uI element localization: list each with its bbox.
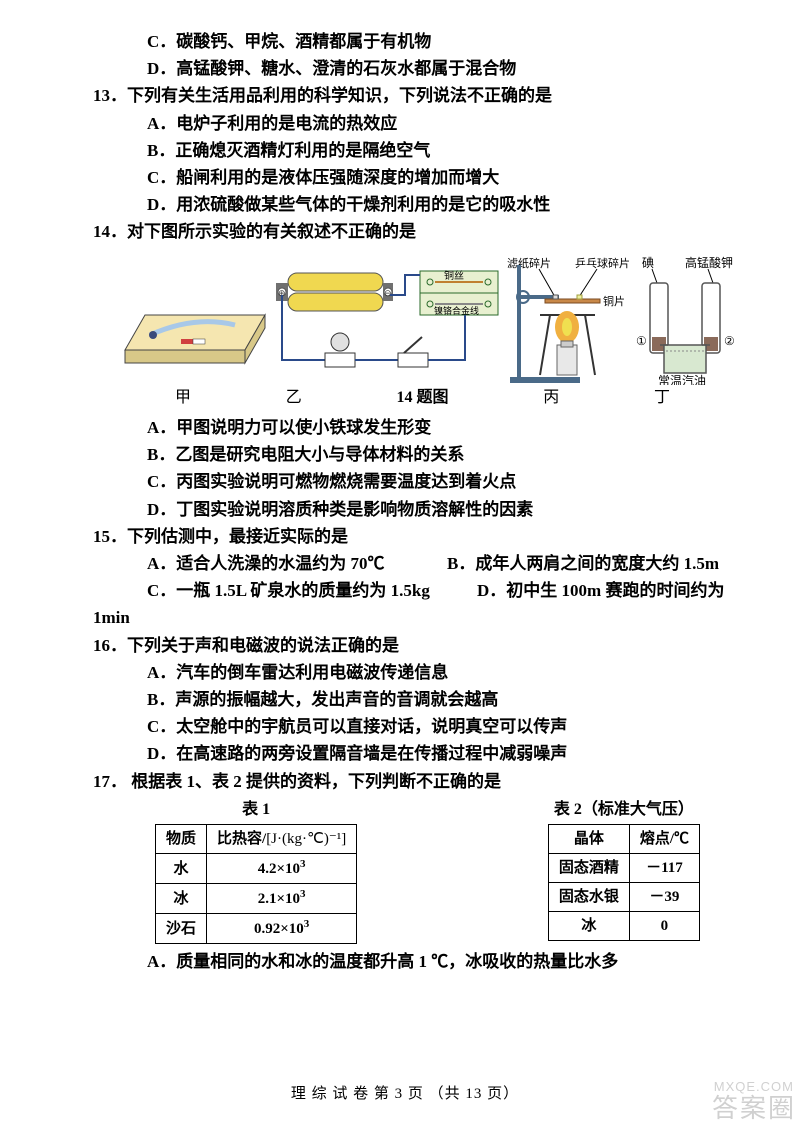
t2-r2-val: －39 — [629, 883, 699, 912]
label-copper-plate: 铜片 — [603, 294, 625, 308]
table2-title: 表 2（标准大气压） — [548, 797, 700, 823]
fig-yi: ⊕ ⊖ 铜丝 镍铬合金线 — [270, 265, 505, 385]
q14-captions: 甲 乙 14 题图 丙 丁 — [85, 385, 730, 415]
q13: 13．下列有关生活用品利用的科学知识，下列说法不正确的是 — [85, 82, 730, 109]
q14-opt-c: C．丙图实验说明可燃物燃烧需要温度达到着火点 — [147, 468, 730, 495]
q16-opt-c: C．太空舱中的宇航员可以直接对话，说明真空可以传声 — [147, 713, 730, 740]
q17-options: A．质量相同的水和冰的温度都升高 1 ℃，冰吸收的热量比水多 — [85, 948, 730, 975]
q15-row2: C．一瓶 1.5L 矿泉水的质量约为 1.5kg D．初中生 100m 赛跑的时… — [85, 577, 730, 604]
t2-r1-val: －117 — [629, 854, 699, 883]
t1-r1-val: 4.2×103 — [207, 854, 357, 884]
t1-col2: 比热容/[J·(kg·℃)⁻¹] — [207, 825, 357, 854]
t1-r2-val: 2.1×103 — [207, 884, 357, 914]
q13-opt-d: D．用浓硫酸做某些气体的干燥剂利用的是它的吸水性 — [147, 191, 730, 218]
t2-r3-name: 冰 — [548, 912, 629, 941]
q15-opt-a: A．适合人洗澡的水温约为 70℃ — [147, 550, 447, 577]
q14-opt-d: D．丁图实验说明溶质种类是影响物质溶解性的因素 — [147, 496, 730, 523]
q16-stem: 16．下列关于声和电磁波的说法正确的是 — [93, 632, 730, 659]
table-row: 固态酒精 －117 — [548, 854, 699, 883]
cap-bing: 丙 — [543, 385, 559, 411]
t1-r1-name: 水 — [156, 854, 207, 884]
q15-opt-c: C．一瓶 1.5L 矿泉水的质量约为 1.5kg — [147, 577, 477, 604]
q17-tables: 表 1 物质 比热容/[J·(kg·℃)⁻¹] 水 4.2×103 冰 2.1×… — [85, 797, 730, 945]
q16-opt-a: A．汽车的倒车雷达利用电磁波传递信息 — [147, 659, 730, 686]
q13-opt-b: B．正确熄灭酒精灯利用的是隔绝空气 — [147, 137, 730, 164]
q16: 16．下列关于声和电磁波的说法正确的是 — [85, 632, 730, 659]
table-row: 固态水银 －39 — [548, 883, 699, 912]
t2-r3-val: 0 — [629, 912, 699, 941]
q13-opt-a: A．电炉子利用的是电流的热效应 — [147, 110, 730, 137]
t1-col1: 物质 — [156, 825, 207, 854]
q15-tail: 1min — [85, 604, 730, 631]
q14-options: A．甲图说明力可以使小铁球发生形变 B．乙图是研究电阻大小与导体材料的关系 C．… — [85, 414, 730, 523]
q16-opt-b: B．声源的振幅越大，发出声音的音调就会越高 — [147, 686, 730, 713]
label-nickel-wire: 镍铬合金线 — [434, 305, 479, 316]
t2-r2-name: 固态水银 — [548, 883, 629, 912]
t1-r3-val: 0.92×103 — [207, 914, 357, 944]
table-row: 沙石 0.92×103 — [156, 914, 357, 944]
q13-opt-c: C．船闸利用的是液体压强随深度的增加而增大 — [147, 164, 730, 191]
q15: 15．下列估测中，最接近实际的是 — [85, 523, 730, 550]
q14-opt-b: B．乙图是研究电阻大小与导体材料的关系 — [147, 441, 730, 468]
q13-options: A．电炉子利用的是电流的热效应 B．正确熄灭酒精灯利用的是隔绝空气 C．船闸利用… — [85, 110, 730, 219]
q15-opt-d: D．初中生 100m 赛跑的时间约为 — [477, 577, 730, 604]
q15-stem: 15．下列估测中，最接近实际的是 — [93, 523, 730, 550]
q15-opt-b: B．成年人两肩之间的宽度大约 1.5m — [447, 550, 730, 577]
label-petrol: 常温汽油 — [658, 373, 706, 385]
t2-col1: 晶体 — [548, 825, 629, 854]
label-iodine: 碘 — [642, 256, 654, 270]
q14-stem: 14．对下图所示实验的有关叙述不正确的是 — [93, 218, 730, 245]
label-filter-paper: 滤纸碎片 — [507, 256, 551, 270]
circle-2: ② — [724, 334, 735, 348]
table1-title: 表 1 — [155, 797, 357, 823]
table-row: 冰 2.1×103 — [156, 884, 357, 914]
q17-stem: 17． 根据表 1、表 2 提供的资料，下列判断不正确的是 — [93, 768, 730, 795]
cap-jia: 甲 — [175, 385, 191, 411]
label-copper-wire: 铜丝 — [444, 270, 464, 282]
exam-page: C．碳酸钙、甲烷、酒精都属于有机物 D．高锰酸钾、糖水、澄清的石灰水都属于混合物… — [0, 0, 810, 1144]
page-footer: 理 综 试 卷 第 3 页 （共 13 页） — [0, 1082, 810, 1106]
q12-opt-c: C．碳酸钙、甲烷、酒精都属于有机物 — [147, 28, 730, 55]
q16-options: A．汽车的倒车雷达利用电磁波传递信息 B．声源的振幅越大，发出声音的音调就会越高… — [85, 659, 730, 768]
t2-r1-name: 固态酒精 — [548, 854, 629, 883]
t1-r3-name: 沙石 — [156, 914, 207, 944]
table1-block: 表 1 物质 比热容/[J·(kg·℃)⁻¹] 水 4.2×103 冰 2.1×… — [155, 797, 357, 945]
cap-mid: 14 题图 — [396, 385, 448, 411]
table2: 晶体 熔点/℃ 固态酒精 －117 固态水银 －39 冰 0 — [548, 824, 700, 941]
fig-jia — [115, 275, 270, 385]
q13-stem: 13．下列有关生活用品利用的科学知识，下列说法不正确的是 — [93, 82, 730, 109]
q12-opt-d: D．高锰酸钾、糖水、澄清的石灰水都属于混合物 — [147, 55, 730, 82]
q12-options: C．碳酸钙、甲烷、酒精都属于有机物 D．高锰酸钾、糖水、澄清的石灰水都属于混合物 — [85, 28, 730, 82]
label-pingpong: 乒乓球碎片 — [575, 256, 630, 270]
table-row: 冰 0 — [548, 912, 699, 941]
svg-text:⊖: ⊖ — [384, 288, 392, 298]
q14: 14．对下图所示实验的有关叙述不正确的是 — [85, 218, 730, 245]
q14-opt-a: A．甲图说明力可以使小铁球发生形变 — [147, 414, 730, 441]
table-row: 晶体 熔点/℃ — [548, 825, 699, 854]
table-row: 水 4.2×103 — [156, 854, 357, 884]
q17: 17． 根据表 1、表 2 提供的资料，下列判断不正确的是 — [85, 768, 730, 795]
t1-r2-name: 冰 — [156, 884, 207, 914]
t2-col2: 熔点/℃ — [629, 825, 699, 854]
table1: 物质 比热容/[J·(kg·℃)⁻¹] 水 4.2×103 冰 2.1×103 … — [155, 824, 357, 944]
fig-bing: 滤纸碎片 乒乓球碎片 铜片 — [505, 255, 630, 385]
q17-opt-a: A．质量相同的水和冰的温度都升高 1 ℃，冰吸收的热量比水多 — [147, 948, 730, 975]
circle-1: ① — [636, 334, 647, 348]
cap-ding: 丁 — [654, 385, 670, 411]
q16-opt-d: D．在高速路的两旁设置隔音墙是在传播过程中减弱噪声 — [147, 740, 730, 767]
fig-ding: 碘 高锰酸钾 ① ② 常温汽油 — [630, 255, 740, 385]
q15-row1: A．适合人洗澡的水温约为 70℃ B．成年人两肩之间的宽度大约 1.5m — [85, 550, 730, 577]
cap-yi: 乙 — [286, 385, 302, 411]
label-kmno4: 高锰酸钾 — [685, 255, 733, 270]
table-row: 物质 比热容/[J·(kg·℃)⁻¹] — [156, 825, 357, 854]
q14-figures: ⊕ ⊖ 铜丝 镍铬合金线 — [85, 246, 730, 385]
table2-block: 表 2（标准大气压） 晶体 熔点/℃ 固态酒精 －117 固态水银 －39 冰 … — [548, 797, 700, 945]
